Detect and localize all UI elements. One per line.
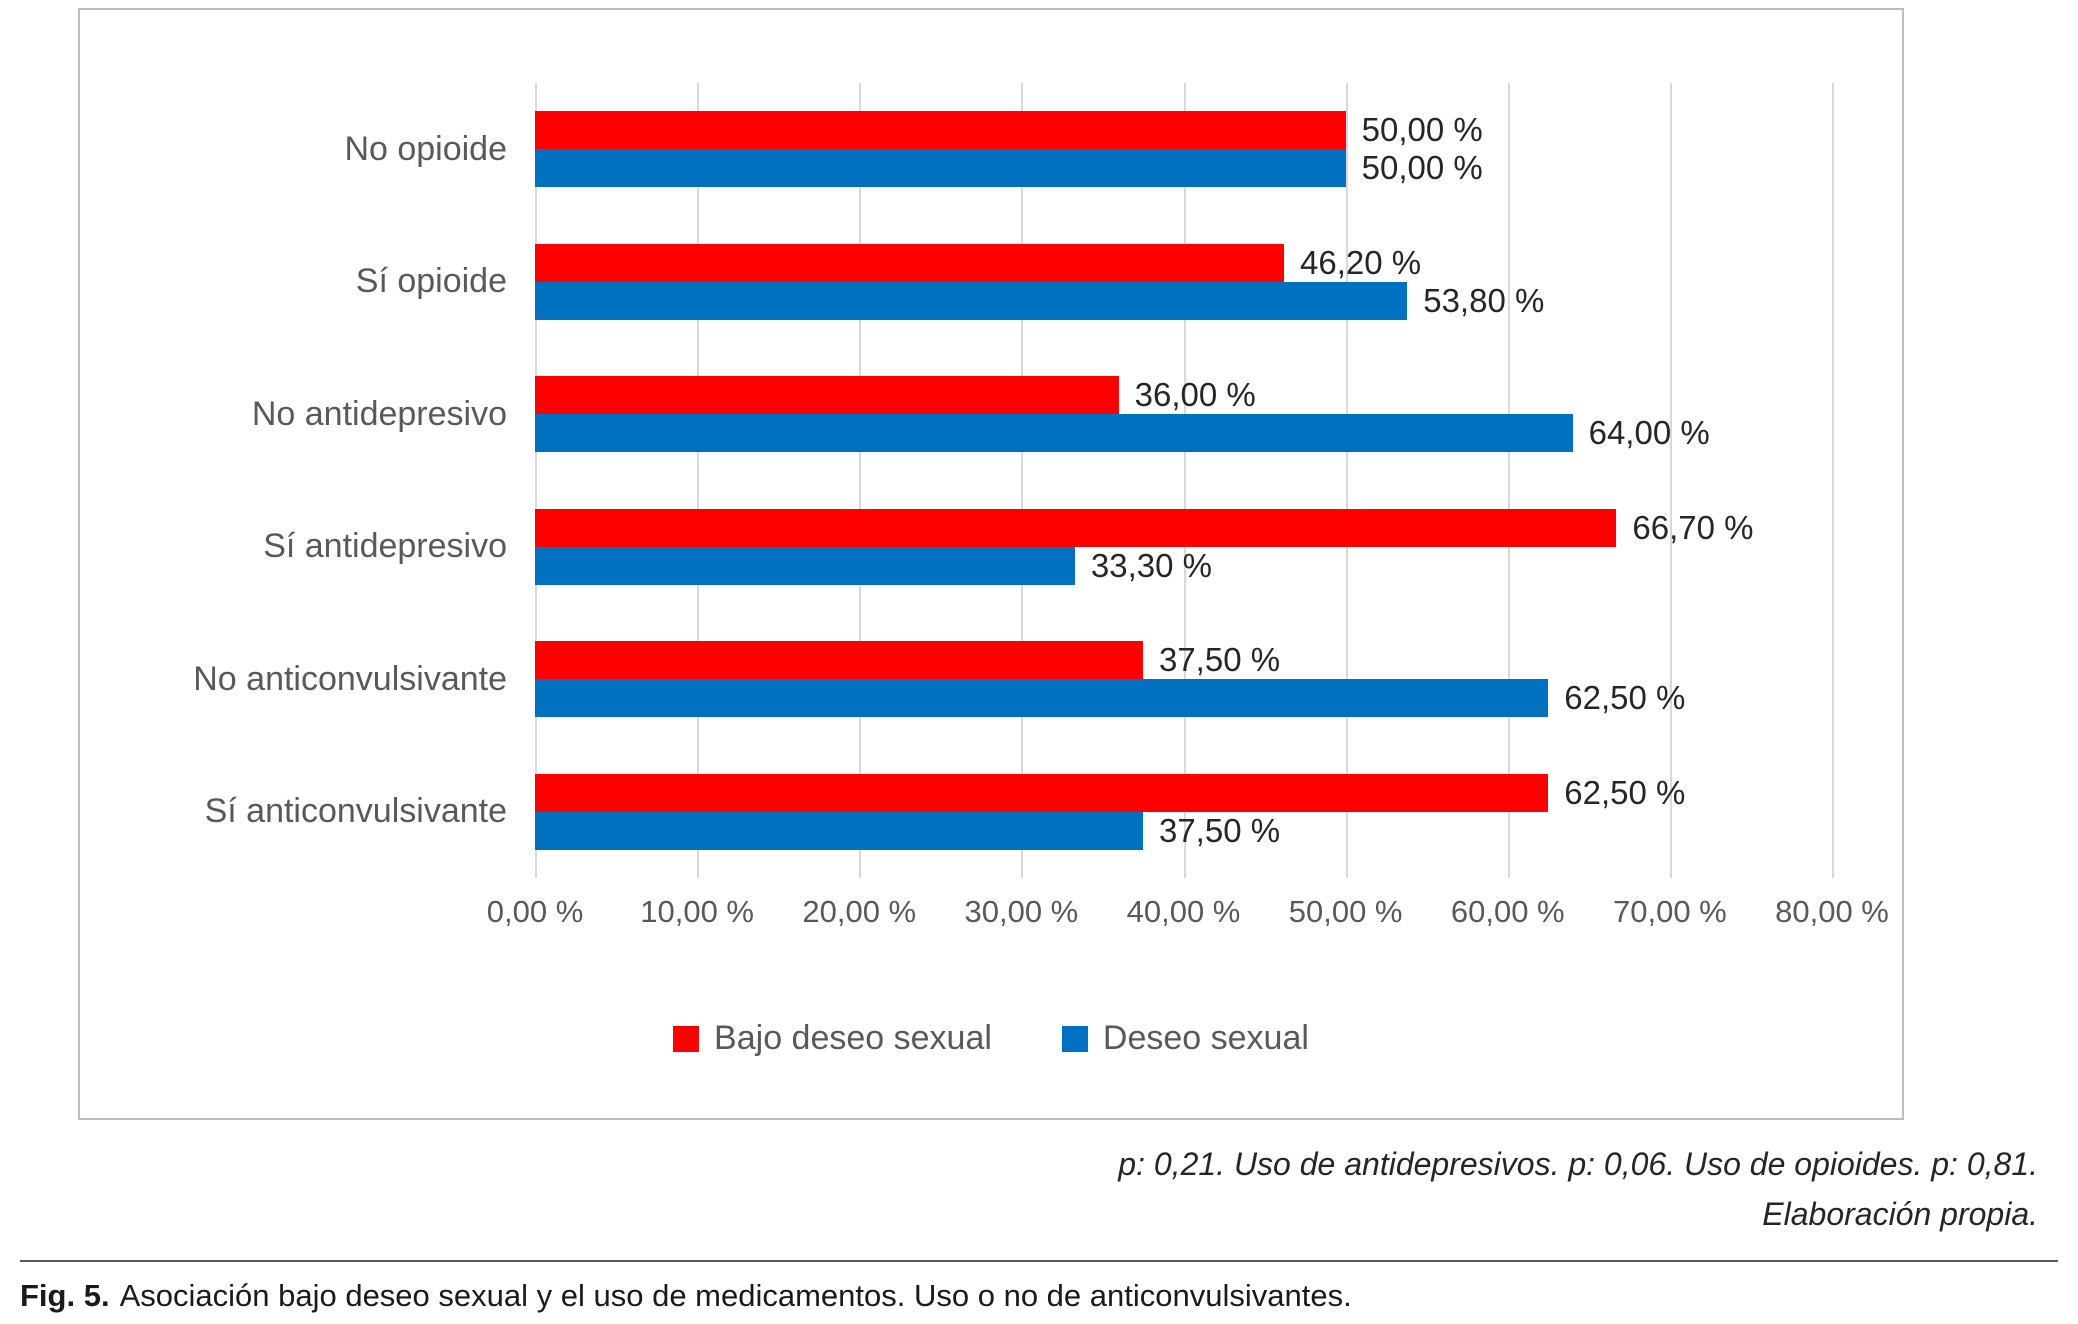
legend-swatch xyxy=(673,1025,700,1052)
bar xyxy=(535,811,1143,850)
figure-caption-label: Fig. 5. xyxy=(20,1278,110,1313)
bar-value-label: 33,30 % xyxy=(1090,546,1212,584)
bar-value-label: 62,50 % xyxy=(1564,679,1686,717)
x-axis-tick-label: 80,00 % xyxy=(1775,894,1889,929)
gridline xyxy=(1669,83,1672,878)
bar xyxy=(535,641,1143,680)
bar-group: 36,00 % 64,00 % xyxy=(535,348,1902,481)
plot-area: 50,00 % 50,00 % 46,20 % 53,80 % 36,00 % 64,00… xyxy=(535,83,1902,878)
category-label: No anticonvulsivante xyxy=(193,659,507,698)
bar xyxy=(535,546,1075,585)
bar-group: 62,50 % 37,50 % xyxy=(535,746,1902,879)
bar xyxy=(535,773,1549,812)
legend-label: Bajo deseo sexual xyxy=(714,1019,992,1057)
bar xyxy=(535,376,1119,415)
chart-figure: No opioide Sí opioide No antidepresivo Sí a… xyxy=(78,8,1904,1120)
bar-value-label: 53,80 % xyxy=(1423,281,1545,319)
x-axis-tick-label: 30,00 % xyxy=(964,894,1079,929)
bar-row: 53,80 % xyxy=(535,281,1902,320)
bar-row: 62,50 % xyxy=(535,679,1902,718)
bar-value-label: 50,00 % xyxy=(1361,149,1483,187)
category-label: No opioide xyxy=(344,129,507,168)
legend-item: Deseo sexual xyxy=(1061,1019,1309,1058)
gridline xyxy=(1021,83,1024,878)
bar-chart: No opioide Sí opioide No antidepresivo Sí a… xyxy=(80,83,1902,878)
bar-row: 50,00 % xyxy=(535,111,1902,150)
gridlines-layer xyxy=(535,83,1902,878)
x-axis-spacer xyxy=(80,878,535,949)
bar-row: 46,20 % xyxy=(535,243,1902,282)
legend-label: Deseo sexual xyxy=(1102,1019,1309,1057)
bar-row: 37,50 % xyxy=(535,811,1902,850)
bar-group: 46,20 % 53,80 % xyxy=(535,216,1902,349)
bar-value-label: 46,20 % xyxy=(1300,243,1422,281)
x-axis: 0,00 % 10,00 % 20,00 % 30,00 % 40,00 % 50,00 … xyxy=(487,894,1902,949)
category-label: No antidepresivo xyxy=(251,394,507,433)
bar xyxy=(535,414,1573,453)
figure-annotation: p: 0,21. Uso de antidepresivos. p: 0,06.… xyxy=(1118,1140,2038,1239)
bar-row: 62,50 % xyxy=(535,773,1902,812)
bar-group: 50,00 % 50,00 % xyxy=(535,83,1902,216)
bar-groups-layer: 50,00 % 50,00 % 46,20 % 53,80 % 36,00 % 64,00… xyxy=(535,83,1902,878)
bar-value-label: 66,70 % xyxy=(1632,508,1754,546)
bar xyxy=(535,111,1346,150)
bar-row: 33,30 % xyxy=(535,546,1902,585)
category-label: Sí anticonvulsivante xyxy=(204,792,507,831)
bar-group: 66,70 % 33,30 % xyxy=(535,481,1902,614)
gridline xyxy=(859,83,862,878)
gridline xyxy=(1345,83,1348,878)
bar xyxy=(535,149,1346,188)
figure-caption: Fig. 5. Asociación bajo deseo sexual y el… xyxy=(20,1260,2058,1314)
bar xyxy=(535,679,1549,718)
x-axis-tick-label: 70,00 % xyxy=(1612,894,1727,929)
x-axis-tick-label: 0,00 % xyxy=(486,894,584,929)
gridline xyxy=(535,83,537,878)
x-axis-tick-label: 60,00 % xyxy=(1450,894,1565,929)
gridline xyxy=(697,83,700,878)
category-labels-column: No opioide Sí opioide No antidepresivo Sí a… xyxy=(80,83,535,878)
bar-value-label: 36,00 % xyxy=(1134,376,1256,414)
bar-value-label: 37,50 % xyxy=(1158,641,1281,679)
gridline xyxy=(1183,83,1186,878)
x-axis-row: 0,00 % 10,00 % 20,00 % 30,00 % 40,00 % 50,00 … xyxy=(80,878,1902,949)
gridline xyxy=(1507,83,1510,878)
annotation-line-1: p: 0,21. Uso de antidepresivos. p: 0,06.… xyxy=(1118,1146,2038,1182)
bar xyxy=(535,243,1285,282)
bar-value-label: 62,50 % xyxy=(1564,773,1686,811)
annotation-line-2: Elaboración propia. xyxy=(1762,1195,2038,1232)
bar-row: 36,00 % xyxy=(535,376,1902,415)
legend-item: Bajo deseo sexual xyxy=(673,1019,992,1058)
bar-row: 50,00 % xyxy=(535,149,1902,188)
bar-row: 64,00 % xyxy=(535,414,1902,453)
category-label: Sí antidepresivo xyxy=(263,527,507,566)
chart-legend: Bajo deseo sexual Deseo sexual xyxy=(80,1019,1902,1058)
bar-row: 66,70 % xyxy=(535,508,1902,547)
bar-value-label: 37,50 % xyxy=(1158,811,1281,849)
legend-swatch xyxy=(1061,1025,1088,1052)
bar xyxy=(535,508,1617,547)
bar-value-label: 50,00 % xyxy=(1361,111,1483,149)
bar xyxy=(535,281,1408,320)
bar-group: 37,50 % 62,50 % xyxy=(535,613,1902,746)
x-axis-tick-label: 40,00 % xyxy=(1126,894,1241,929)
bar-row: 37,50 % xyxy=(535,641,1902,680)
x-axis-tick-label: 10,00 % xyxy=(640,894,755,929)
x-axis-tick-label: 20,00 % xyxy=(802,894,917,929)
category-label: Sí opioide xyxy=(355,262,507,301)
gridline xyxy=(1832,83,1834,878)
bar-value-label: 64,00 % xyxy=(1588,414,1710,452)
x-axis-tick-label: 50,00 % xyxy=(1288,894,1403,929)
figure-caption-text: Asociación bajo deseo sexual y el uso de… xyxy=(119,1278,1352,1313)
